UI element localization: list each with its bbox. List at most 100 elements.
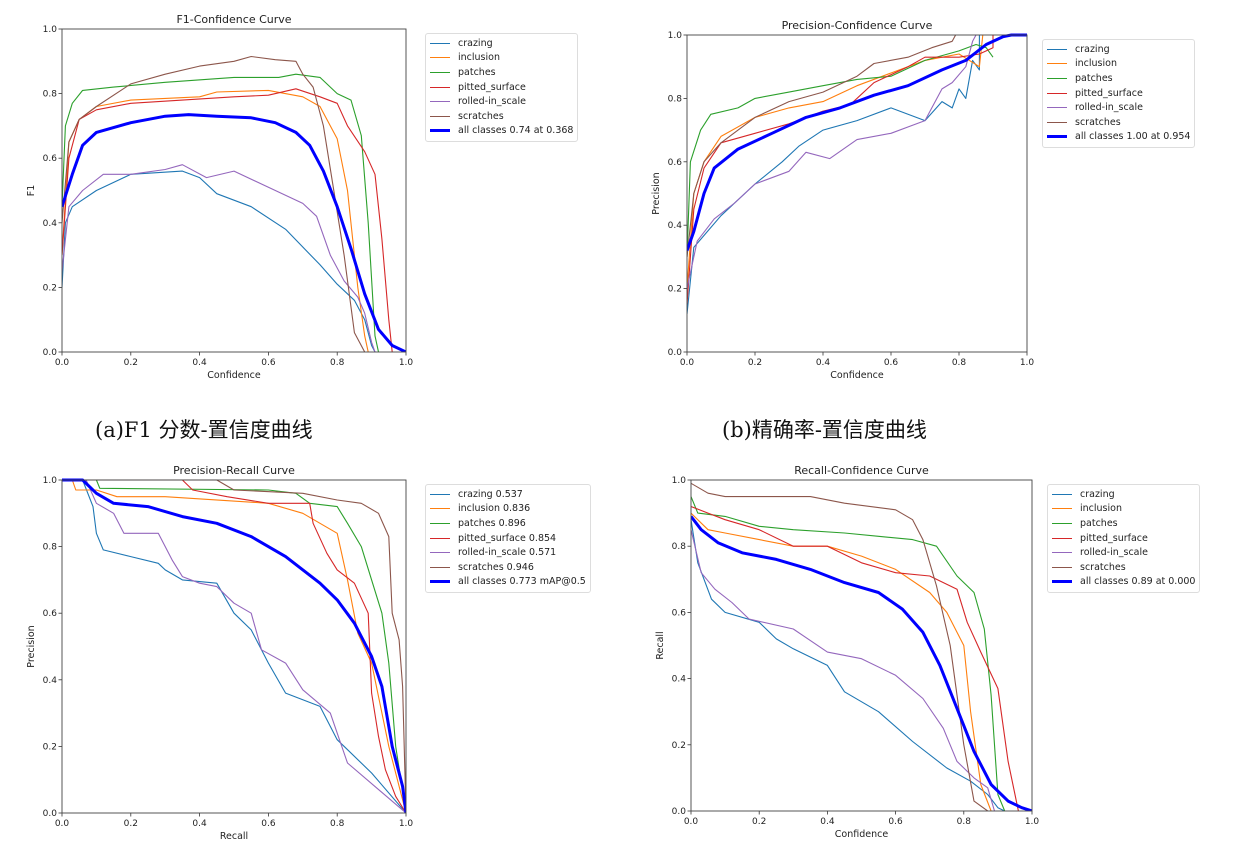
series-line-crazing — [687, 35, 980, 315]
series-line-rolled-in-scale — [687, 34, 977, 289]
x-tick-label: 1.0 — [1025, 817, 1040, 827]
y-tick-label: 1.0 — [672, 476, 687, 486]
legend-swatch — [1047, 135, 1067, 139]
chart-legend: crazing inclusion patches pitted_surface rol… — [425, 33, 579, 143]
series-line-pitted-surface — [62, 479, 406, 813]
y-axis-label: Precision — [651, 172, 662, 214]
y-tick-label: 0.4 — [43, 676, 58, 686]
legend-label: pitted_surface 0.854 — [458, 532, 557, 544]
legend-swatch — [1052, 552, 1072, 554]
legend-item: crazing — [430, 36, 573, 51]
x-axis-label: Confidence — [830, 370, 884, 381]
x-tick-label: 0.0 — [684, 817, 699, 827]
legend-swatch — [430, 57, 450, 59]
x-tick-label: 1.0 — [399, 358, 414, 368]
x-tick-label: 1.0 — [399, 819, 414, 829]
legend-label: crazing — [1075, 43, 1110, 55]
y-tick-label: 0.6 — [43, 154, 58, 164]
legend-item: crazing 0.537 — [430, 487, 586, 502]
y-tick-label: 0.8 — [43, 543, 58, 553]
series-line-crazing — [62, 479, 406, 813]
y-tick-label: 0.2 — [43, 742, 57, 752]
legend-item: scratches — [430, 109, 573, 124]
legend-swatch — [430, 552, 450, 554]
legend-swatch — [430, 522, 450, 524]
legend-label: inclusion — [458, 52, 500, 64]
legend-item: all classes 0.773 mAP@0.5 — [430, 575, 586, 590]
legend-swatch — [1047, 92, 1067, 94]
legend-item: inclusion — [1052, 502, 1195, 517]
y-tick-label: 0.8 — [668, 94, 683, 104]
legend-item: inclusion — [1047, 57, 1190, 72]
legend-label: patches 0.896 — [458, 517, 526, 529]
legend-label: scratches — [458, 110, 504, 122]
y-axis-label: Recall — [655, 631, 666, 659]
series-line-patches — [691, 496, 1006, 811]
x-tick-label: 0.6 — [261, 358, 276, 368]
chart-title: Precision-Confidence Curve — [782, 19, 933, 32]
legend-label: pitted_surface — [458, 81, 526, 93]
legend-label: inclusion — [1075, 58, 1117, 70]
legend-label: crazing 0.537 — [458, 488, 523, 500]
x-tick-label: 0.4 — [820, 817, 835, 827]
series-line-all-classes — [691, 515, 1032, 811]
x-tick-label: 0.2 — [748, 358, 762, 368]
x-axis-label: Recall — [220, 831, 248, 842]
series-line-crazing — [691, 519, 1005, 811]
legend-item: all classes 1.00 at 0.954 — [1047, 130, 1190, 145]
chart-legend: crazing inclusion patches pitted_surface rol… — [1042, 39, 1196, 149]
x-tick-label: 0.2 — [752, 817, 766, 827]
series-line-all-classes — [62, 113, 406, 352]
x-tick-label: 0.6 — [884, 358, 899, 368]
legend-swatch — [1052, 580, 1072, 584]
legend-label: rolled-in_scale 0.571 — [458, 547, 557, 559]
x-axis-label: Confidence — [207, 370, 261, 381]
y-tick-label: 0.0 — [672, 807, 687, 817]
legend-item: rolled-in_scale — [430, 94, 573, 109]
series-line-patches — [62, 479, 406, 813]
y-tick-label: 0.4 — [668, 221, 683, 231]
y-tick-label: 0.6 — [43, 609, 58, 619]
legend-label: all classes 0.74 at 0.368 — [458, 125, 574, 137]
legend-swatch — [1047, 77, 1067, 79]
plot-frame — [686, 34, 1028, 353]
y-tick-label: 1.0 — [668, 31, 683, 41]
legend-swatch — [430, 42, 450, 44]
legend-label: crazing — [1080, 488, 1115, 500]
legend-label: all classes 1.00 at 0.954 — [1075, 131, 1191, 143]
legend-swatch — [430, 129, 450, 133]
y-tick-label: 0.0 — [43, 809, 58, 819]
series-line-rolled-in-scale — [62, 479, 406, 813]
legend-swatch — [430, 537, 450, 539]
series-line-pitted-surface — [691, 505, 1019, 811]
legend-swatch — [1047, 48, 1067, 50]
legend-item: scratches — [1052, 560, 1195, 575]
x-tick-label: 0.0 — [680, 358, 695, 368]
legend-item: crazing — [1047, 42, 1190, 57]
series-line-scratches — [62, 479, 406, 813]
legend-label: patches — [1080, 517, 1118, 529]
legend-item: patches — [430, 65, 573, 80]
legend-item: inclusion 0.836 — [430, 502, 586, 517]
series-line-crazing — [62, 170, 376, 352]
series-line-rolled-in-scale — [62, 164, 376, 352]
y-tick-label: 0.6 — [668, 158, 683, 168]
legend-item: patches 0.896 — [430, 516, 586, 531]
legend-label: pitted_surface — [1075, 87, 1143, 99]
legend-item: all classes 0.74 at 0.368 — [430, 124, 573, 139]
x-tick-label: 0.8 — [330, 819, 345, 829]
x-tick-label: 0.4 — [816, 358, 831, 368]
series-line-pitted-surface — [62, 88, 393, 352]
legend-label: scratches 0.946 — [458, 561, 534, 573]
caption-b: (b)精确率-置信度曲线 — [722, 418, 927, 442]
legend-swatch — [430, 115, 450, 117]
series-line-patches — [687, 43, 994, 257]
legend-label: inclusion 0.836 — [458, 503, 531, 515]
x-tick-label: 0.4 — [192, 819, 207, 829]
x-tick-label: 1.0 — [1020, 358, 1035, 368]
legend-swatch — [1052, 508, 1072, 510]
series-line-all-classes — [62, 478, 406, 813]
legend-swatch — [430, 71, 450, 73]
y-axis-label: Precision — [26, 625, 37, 667]
